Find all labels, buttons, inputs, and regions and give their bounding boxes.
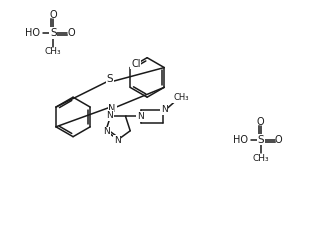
Text: Cl: Cl [131, 58, 141, 69]
Text: S: S [50, 28, 57, 38]
Text: CH₃: CH₃ [45, 47, 62, 56]
Text: N: N [106, 111, 113, 120]
Text: N: N [103, 127, 110, 136]
Text: S: S [107, 74, 113, 84]
Text: S: S [258, 135, 264, 145]
Text: O: O [257, 117, 264, 127]
Text: O: O [275, 135, 282, 145]
Text: O: O [50, 10, 57, 20]
Text: HO: HO [26, 28, 40, 38]
Text: N: N [161, 105, 167, 114]
Text: O: O [67, 28, 75, 38]
Text: HO: HO [233, 135, 248, 145]
Text: N: N [137, 112, 144, 121]
Text: N: N [108, 104, 116, 114]
Text: N: N [114, 136, 120, 145]
Text: CH₃: CH₃ [173, 93, 189, 102]
Text: CH₃: CH₃ [252, 154, 269, 163]
